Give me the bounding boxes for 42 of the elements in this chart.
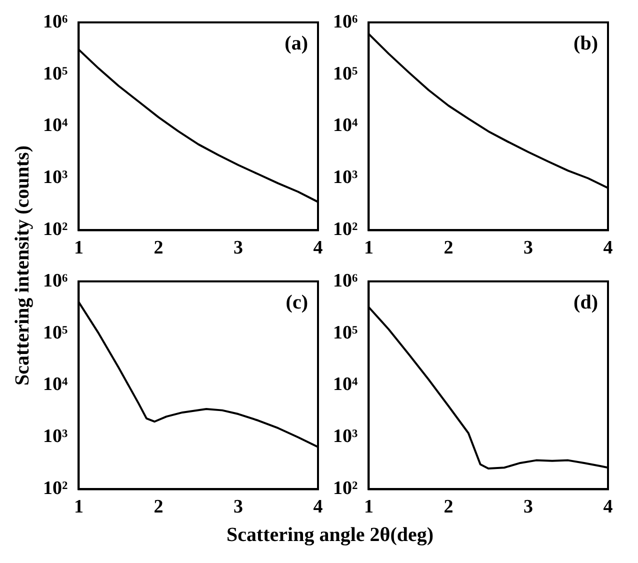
y-axis-title: Scattering intensity (counts) bbox=[12, 146, 34, 386]
annotation: (a) bbox=[284, 32, 308, 55]
annotation: (b) bbox=[574, 32, 598, 55]
x-tick-label: 3 bbox=[233, 496, 243, 518]
y-tick-label: 10⁶ bbox=[42, 11, 68, 32]
y-tick-label: 10³ bbox=[332, 167, 358, 188]
x-tick-label: 3 bbox=[523, 238, 533, 259]
x-tick-label: 2 bbox=[444, 238, 454, 259]
x-tick-label: 1 bbox=[74, 496, 84, 518]
y-tick-label: 10² bbox=[42, 219, 68, 240]
y-tick-label: 10³ bbox=[332, 426, 358, 448]
y-tick-label: 10⁶ bbox=[42, 270, 68, 292]
x-axis-title: Scattering angle 2θ(deg) bbox=[225, 524, 435, 547]
x-tick-label: 4 bbox=[603, 238, 614, 259]
x-tick-label: 3 bbox=[523, 496, 533, 518]
y-tick-label: 10³ bbox=[42, 167, 68, 188]
y-tick-label: 10⁴ bbox=[42, 115, 68, 136]
annotation: (d) bbox=[574, 292, 598, 314]
x-tick-label: 4 bbox=[603, 496, 614, 518]
y-tick-label: 10⁴ bbox=[42, 374, 68, 396]
y-tick-label: 10³ bbox=[42, 426, 68, 448]
y-tick-label: 10⁶ bbox=[332, 11, 358, 32]
y-tick-label: 10⁴ bbox=[332, 115, 358, 136]
y-tick-label: 10⁵ bbox=[42, 63, 68, 84]
y-tick-label: 10² bbox=[332, 219, 358, 240]
x-tick-label: 1 bbox=[364, 496, 374, 518]
y-tick-label: 10⁵ bbox=[42, 322, 68, 344]
y-tick-label: 10⁴ bbox=[332, 374, 358, 396]
y-tick-label: 10² bbox=[332, 478, 358, 500]
y-tick-label: 10⁶ bbox=[332, 270, 358, 292]
x-tick-label: 4 bbox=[313, 496, 324, 518]
x-tick-label: 4 bbox=[313, 238, 324, 259]
x-tick-label: 2 bbox=[444, 496, 454, 518]
y-tick-label: 10⁵ bbox=[332, 63, 358, 84]
y-tick-label: 10² bbox=[42, 478, 68, 500]
y-tick-label: 10⁵ bbox=[332, 322, 358, 344]
x-tick-label: 2 bbox=[154, 238, 164, 259]
annotation: (c) bbox=[286, 292, 308, 314]
x-tick-label: 2 bbox=[154, 496, 164, 518]
x-tick-label: 3 bbox=[233, 238, 243, 259]
x-tick-label: 1 bbox=[364, 238, 374, 259]
x-tick-label: 1 bbox=[74, 238, 84, 259]
